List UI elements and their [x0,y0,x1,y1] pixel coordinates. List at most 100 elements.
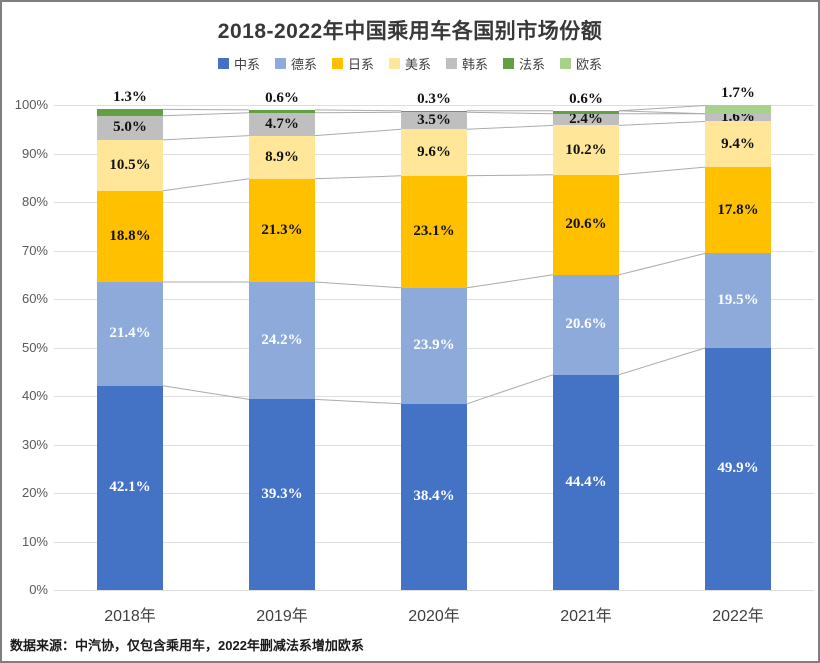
segment-value-label: 39.3% [261,486,303,503]
y-axis-tick-label: 80% [21,194,48,209]
bar-segment: 49.9% [705,347,771,590]
segment-value-label: 2.4% [569,111,603,128]
legend-item: 欧系 [560,54,602,73]
bar-segment: 38.4% [401,403,467,590]
segment-value-label: 0.3% [417,90,451,107]
segment-value-label: 24.2% [261,332,303,349]
bar-segment: 23.1% [401,175,467,288]
bar-segment: 20.6% [553,174,619,275]
bar-segment: 23.9% [401,287,467,404]
bar-segment: 21.3% [249,178,315,283]
bar-segment: 5.0% [97,115,163,140]
bar-segment: 20.6% [553,274,619,375]
segment-value-label: 44.4% [565,473,607,490]
legend-swatch-icon [503,58,515,69]
bar-segment: 9.4% [705,121,771,168]
legend-label: 德系 [290,57,317,72]
gridline [54,105,814,106]
segment-value-label: 8.9% [265,148,299,165]
x-axis-category-label: 2018年 [104,608,156,625]
legend-label: 美系 [404,57,431,72]
y-axis-tick-label: 40% [21,388,48,403]
segment-value-label: 5.0% [113,119,147,136]
y-axis-tick-label: 30% [21,436,48,452]
bar-segment: 4.7% [249,112,315,136]
legend-item: 美系 [388,54,431,73]
segment-value-label: 23.1% [413,223,455,240]
legend-swatch-icon [446,58,457,69]
segment-value-label: 1.7% [721,85,755,102]
bar-segment: 18.8% [97,190,163,283]
x-axis-category-label: 2022年 [712,608,764,625]
bar-segment: 10.5% [97,139,163,191]
x-axis-category-label: 2019年 [256,608,308,625]
x-axis-category-label: 2021年 [560,608,612,625]
y-axis-tick-label: 100% [14,97,48,112]
bar-segment: 17.8% [705,167,771,254]
segment-value-label: 4.7% [265,115,299,132]
legend: 中系 德系 日系 美系 韩系 法系 欧系 [2,54,818,73]
segment-value-label: 1.3% [113,89,147,106]
bar-segment: 39.3% [249,399,315,590]
bar-segment: 8.9% [249,135,315,179]
y-axis-tick-label: 60% [21,291,48,306]
y-axis-tick-label: 50% [21,339,48,355]
segment-value-label: 3.5% [417,112,451,129]
legend-item: 日系 [331,54,374,73]
legend-swatch-icon [560,58,572,69]
segment-value-label: 9.6% [417,144,451,161]
segment-value-label: 42.1% [109,479,151,496]
bar-segment [401,110,467,113]
segment-value-label: 10.2% [565,141,607,158]
legend-label: 法系 [519,57,546,72]
segment-value-label: 19.5% [717,292,759,309]
segment-value-label: 20.6% [565,316,607,333]
segment-value-label: 23.9% [413,337,455,354]
segment-value-label: 21.3% [261,221,303,238]
legend-item: 法系 [503,54,545,73]
bar-segment [249,109,315,113]
y-axis-tick-label: 20% [21,485,48,500]
legend-label: 日系 [347,57,374,72]
chart-title: 2018-2022年中国乘用车各国别市场份额 [217,20,603,43]
segment-value-label: 20.6% [565,216,607,233]
segment-value-label: 9.4% [721,135,755,152]
legend-item: 韩系 [446,54,488,73]
bar-segment [97,109,163,116]
segment-value-label: 18.8% [109,227,151,244]
legend-swatch-icon [274,58,286,69]
segment-value-label: 21.4% [109,325,151,342]
segment-value-label: 0.6% [569,90,603,107]
legend-label: 韩系 [462,57,489,72]
legend-item: 中系 [217,54,260,73]
legend-swatch-icon [388,58,400,69]
segment-value-label: 17.8% [717,201,759,218]
bar-segment: 24.2% [249,282,315,400]
gridline [54,590,814,591]
bar-segment: 3.5% [401,112,467,130]
legend-swatch-icon [331,58,343,69]
segment-value-label: 10.5% [109,156,151,173]
segment-value-label: 49.9% [717,460,759,477]
bar-segment: 9.6% [401,129,467,176]
bar-segment: 2.4% [553,111,619,128]
bar-segment: 21.4% [97,282,163,386]
bar-segment [705,105,771,114]
segment-value-label: 0.6% [265,89,299,106]
bar-segment [553,110,619,114]
bar-segment: 44.4% [553,374,619,590]
y-axis-tick-label: 0% [29,582,48,597]
x-axis-category-label: 2020年 [408,608,460,625]
y-axis-tick-label: 90% [21,145,48,161]
source-note: 数据来源：中汽协，仅包含乘用车，2022年删减法系增加欧系 [10,638,364,653]
segment-value-label: 38.4% [413,488,455,505]
y-axis-tick-label: 10% [21,533,48,549]
bar-segment: 42.1% [97,385,163,590]
bar-segment: 19.5% [705,253,771,348]
legend-item: 德系 [274,54,317,73]
y-axis-tick-label: 70% [21,242,48,258]
bar-segment: 1.6% [705,110,771,125]
bar-segment: 10.2% [553,125,619,175]
legend-label: 欧系 [576,57,603,72]
